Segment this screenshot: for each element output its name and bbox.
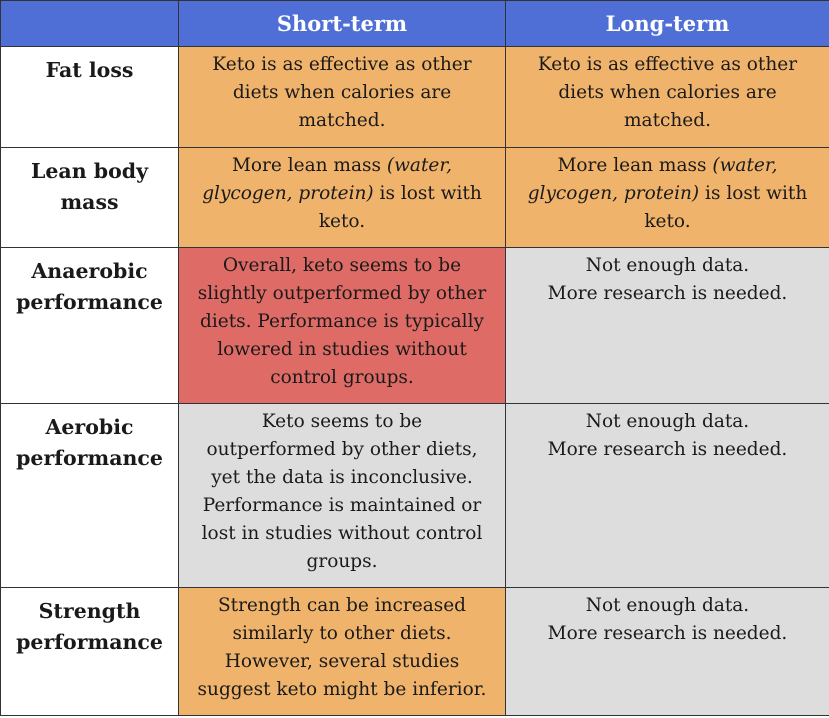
table-row-anaerobic-performance: Anaerobic performance Overall, keto seem… (0, 247, 829, 404)
header-long-term: Long-term (505, 0, 829, 47)
row-label: Fat loss (0, 46, 179, 148)
row-label: Aerobic performance (0, 403, 179, 588)
cell-short-term: Strength can be increased similarly to o… (178, 587, 506, 716)
cell-long-term: Not enough data. More research is needed… (505, 403, 829, 588)
row-label: Lean body mass (0, 147, 179, 248)
table-row-aerobic-performance: Aerobic performance Keto seems to be out… (0, 403, 829, 588)
cell-long-term: Not enough data. More research is needed… (505, 247, 829, 404)
cell-long-term: Not enough data. More research is needed… (505, 587, 829, 716)
table-row-lean-body-mass: Lean body mass More lean mass (water, gl… (0, 147, 829, 248)
header-row: Short-term Long-term (0, 0, 829, 47)
cell-short-term: Overall, keto seems to be slightly outpe… (178, 247, 506, 404)
table-row-fat-loss: Fat loss Keto is as effective as other d… (0, 46, 829, 148)
cell-short-term: Keto seems to be outperformed by other d… (178, 403, 506, 588)
table-row-strength-performance: Strength performance Strength can be inc… (0, 587, 829, 716)
header-short-term: Short-term (178, 0, 506, 47)
cell-short-term: More lean mass (water, glycogen, protein… (178, 147, 506, 248)
cell-long-term: Keto is as effective as other diets when… (505, 46, 829, 148)
cell-short-term: Keto is as effective as other diets when… (178, 46, 506, 148)
row-label: Strength performance (0, 587, 179, 716)
cell-long-term: More lean mass (water, glycogen, protein… (505, 147, 829, 248)
header-corner (0, 0, 179, 47)
row-label: Anaerobic performance (0, 247, 179, 404)
